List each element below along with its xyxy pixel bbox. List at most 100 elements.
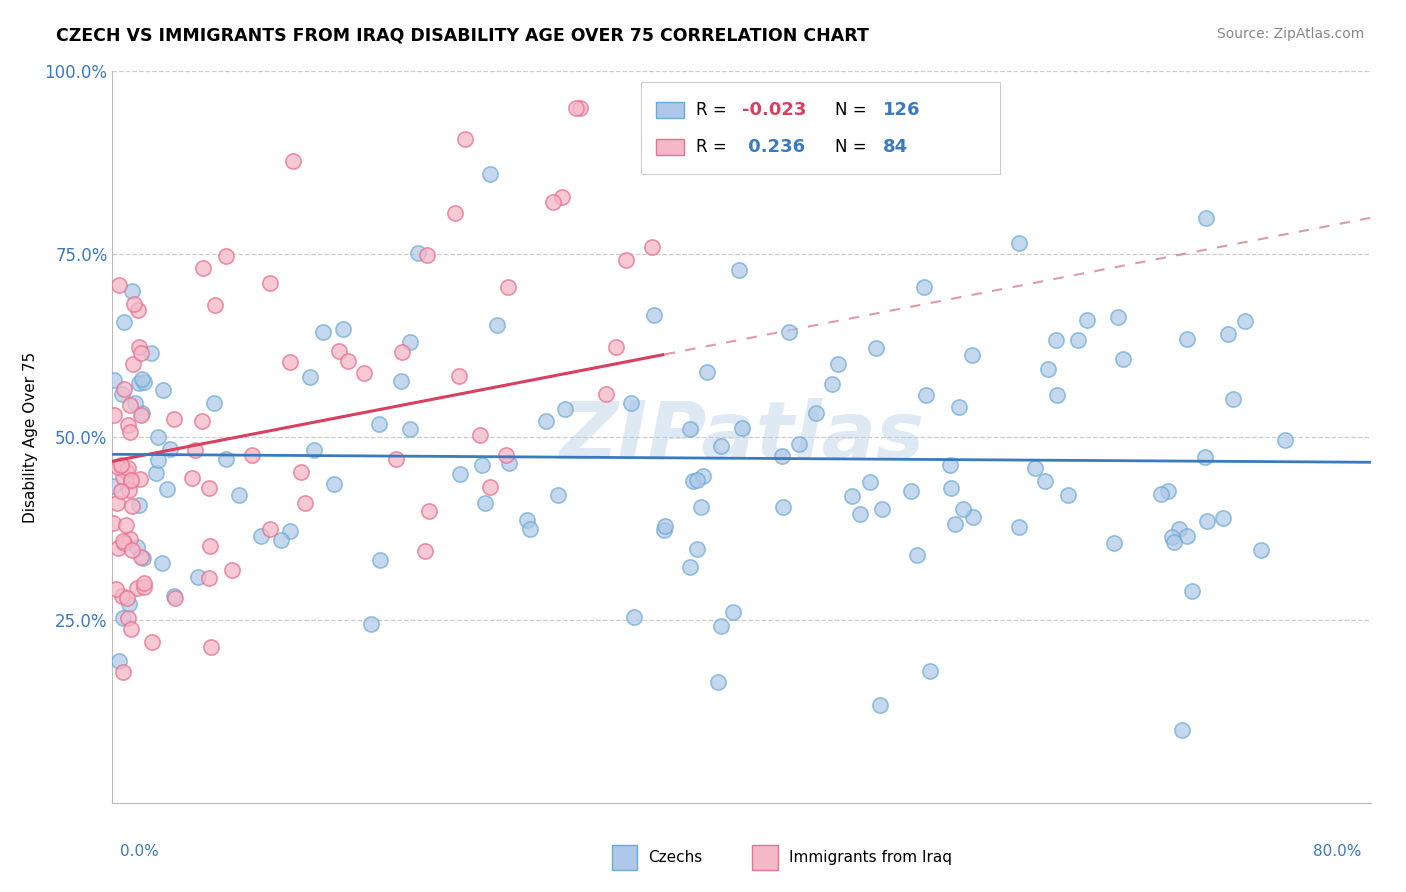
Point [938,458,960,472]
Point [565,101,588,115]
Point [120,475,142,489]
Point [470,428,492,442]
Point [121,285,143,299]
Point [107,541,129,556]
Point [299,370,322,384]
Point [132,576,155,591]
Point [820,377,842,392]
Point [127,303,149,318]
Text: 84: 84 [883,137,908,156]
Point [900,484,922,499]
Point [620,396,643,410]
Point [132,580,155,594]
Point [367,417,389,431]
Text: 0.0%: 0.0% [120,845,159,859]
Point [1157,484,1180,499]
Point [495,448,517,462]
Point [485,318,508,332]
Point [787,437,810,451]
Point [270,533,292,547]
Point [1181,584,1204,599]
Point [128,498,150,512]
Point [391,345,413,359]
Point [444,206,467,220]
Point [870,501,893,516]
Point [103,516,125,530]
Point [110,483,132,498]
Point [406,245,429,260]
Point [240,449,263,463]
Point [129,549,152,564]
Point [943,516,966,531]
Point [128,376,150,391]
Point [259,522,281,536]
Point [605,340,627,354]
Point [124,396,146,410]
Point [163,589,186,603]
Point [139,346,162,360]
Point [121,358,143,372]
Point [1175,529,1198,543]
Point [1167,521,1189,535]
Point [1194,450,1216,464]
Point [569,101,592,115]
Point [103,408,125,422]
Point [134,375,156,389]
Point [215,451,238,466]
Point [869,698,891,713]
Point [110,461,132,475]
Bar [641,82,1000,174]
Point [416,248,439,262]
Point [547,488,569,502]
Point [770,449,793,463]
Point [623,610,645,624]
Point [679,560,702,574]
Text: Immigrants from Iraq: Immigrants from Iraq [789,850,952,864]
Point [1045,334,1067,348]
Point [337,354,360,368]
Point [1008,519,1031,533]
Point [849,507,872,521]
Point [1175,332,1198,346]
Point [772,500,794,514]
Point [112,536,135,550]
Point [191,414,214,428]
Point [1112,351,1135,366]
Point [117,611,139,625]
Point [360,617,382,632]
Point [1035,474,1057,488]
Text: CZECH VS IMMIGRANTS FROM IRAQ DISABILITY AGE OVER 75 CORRELATION CHART: CZECH VS IMMIGRANTS FROM IRAQ DISABILITY… [56,27,869,45]
Point [145,466,167,480]
Point [128,472,150,486]
Bar [657,138,683,154]
Point [399,335,422,350]
Point [384,452,406,467]
Point [692,468,714,483]
Point [686,473,709,487]
Point [159,442,181,456]
Point [141,635,163,649]
Point [118,532,141,546]
Point [707,675,730,690]
Point [114,464,136,478]
Point [1102,536,1125,550]
Point [191,261,214,276]
Point [294,496,316,510]
Point [120,623,142,637]
Point [498,456,520,470]
Point [111,387,134,401]
Y-axis label: Disability Age Over 75: Disability Age Over 75 [22,351,38,523]
Point [103,479,125,493]
Point [204,298,226,312]
Point [696,365,718,379]
Point [125,581,148,595]
Point [120,473,142,487]
Point [449,467,471,482]
Point [183,442,205,457]
Point [595,386,617,401]
Text: 80.0%: 80.0% [1313,845,1361,859]
Point [148,430,170,444]
Point [516,513,538,527]
Point [496,280,519,294]
Point [108,277,131,292]
